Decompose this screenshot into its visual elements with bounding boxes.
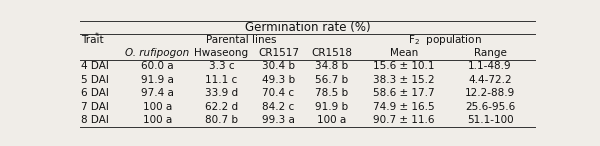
Text: 91.9 a: 91.9 a [141,75,174,85]
Text: F$_2$  population: F$_2$ population [407,33,482,47]
Text: CR1518: CR1518 [311,48,352,58]
Text: 99.3 a: 99.3 a [262,115,295,125]
Text: 90.7 ± 11.6: 90.7 ± 11.6 [373,115,435,125]
Text: 60.0 a: 60.0 a [141,61,174,71]
Text: 7 DAI: 7 DAI [81,101,109,112]
Text: 70.4 c: 70.4 c [262,88,295,98]
Text: 34.8 b: 34.8 b [316,61,349,71]
Text: Mean: Mean [390,48,418,58]
Text: 4 DAI: 4 DAI [81,61,109,71]
Text: *: * [95,32,98,41]
Text: Range: Range [473,48,506,58]
Text: 100 a: 100 a [143,101,172,112]
Text: 11.1 c: 11.1 c [205,75,238,85]
Text: Parental lines: Parental lines [206,35,277,45]
Text: 97.4 a: 97.4 a [141,88,174,98]
Text: 80.7 b: 80.7 b [205,115,238,125]
Text: 78.5 b: 78.5 b [316,88,349,98]
Text: Trait: Trait [81,35,104,45]
Text: 58.6 ± 17.7: 58.6 ± 17.7 [373,88,435,98]
Text: 6 DAI: 6 DAI [81,88,109,98]
Text: 51.1-100: 51.1-100 [467,115,514,125]
Text: 4.4-72.2: 4.4-72.2 [468,75,512,85]
Text: O. rufipogon: O. rufipogon [125,48,190,58]
Text: 25.6-95.6: 25.6-95.6 [465,101,515,112]
Text: 8 DAI: 8 DAI [81,115,109,125]
Text: 3.3 c: 3.3 c [209,61,234,71]
Text: 100 a: 100 a [317,115,347,125]
Text: 62.2 d: 62.2 d [205,101,238,112]
Text: 56.7 b: 56.7 b [316,75,349,85]
Text: 15.6 ± 10.1: 15.6 ± 10.1 [373,61,435,71]
Text: 1.1-48.9: 1.1-48.9 [468,61,512,71]
Text: CR1517: CR1517 [258,48,299,58]
Text: 100 a: 100 a [143,115,172,125]
Text: 84.2 c: 84.2 c [262,101,295,112]
Text: 49.3 b: 49.3 b [262,75,295,85]
Text: 33.9 d: 33.9 d [205,88,238,98]
Text: 74.9 ± 16.5: 74.9 ± 16.5 [373,101,435,112]
Text: 91.9 b: 91.9 b [316,101,349,112]
Text: Hwaseong: Hwaseong [194,48,248,58]
Text: 5 DAI: 5 DAI [81,75,109,85]
Text: Germination rate (%): Germination rate (%) [245,21,370,34]
Text: 12.2-88.9: 12.2-88.9 [465,88,515,98]
Text: 38.3 ± 15.2: 38.3 ± 15.2 [373,75,435,85]
Text: 30.4 b: 30.4 b [262,61,295,71]
